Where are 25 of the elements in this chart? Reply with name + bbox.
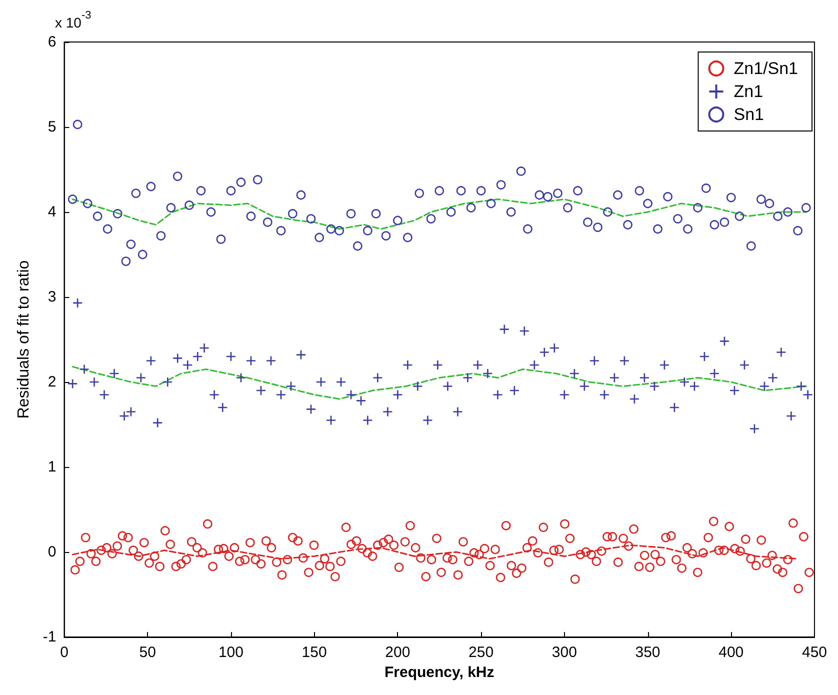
x-tick-label: 250 [468, 644, 494, 661]
y-tick-label: 4 [48, 204, 56, 220]
y-tick-label: 0 [48, 544, 56, 560]
x-tick-label: 150 [302, 644, 327, 661]
legend-label: Sn1 [734, 105, 764, 124]
y-tick-label: 6 [48, 34, 56, 50]
legend-label: Zn1 [734, 82, 764, 101]
x-tick-label: 450 [802, 644, 827, 661]
x-tick-label: 300 [552, 644, 577, 661]
x-tick-label: 0 [60, 644, 68, 661]
x-tick-label: 400 [718, 644, 744, 661]
y-tick-label: 1 [48, 458, 56, 476]
legend-label: Zn1/Sn1 [734, 59, 798, 78]
x-tick-label: 200 [385, 644, 410, 661]
line-series [72, 366, 807, 400]
line-series [72, 198, 807, 230]
y-tick-label: 3 [48, 288, 56, 306]
y-tick-label: -1 [42, 628, 56, 646]
x-tick-label: 350 [635, 644, 660, 661]
y-tick-label: 2 [48, 374, 56, 390]
x-tick-label: 100 [218, 644, 244, 661]
x-tick-label: 50 [139, 644, 156, 661]
x-axis-title: Frequency, kHz [384, 664, 494, 681]
y-tick-label: 5 [48, 118, 56, 136]
y-axis-title: Residuals of fit to ratio [16, 260, 32, 419]
